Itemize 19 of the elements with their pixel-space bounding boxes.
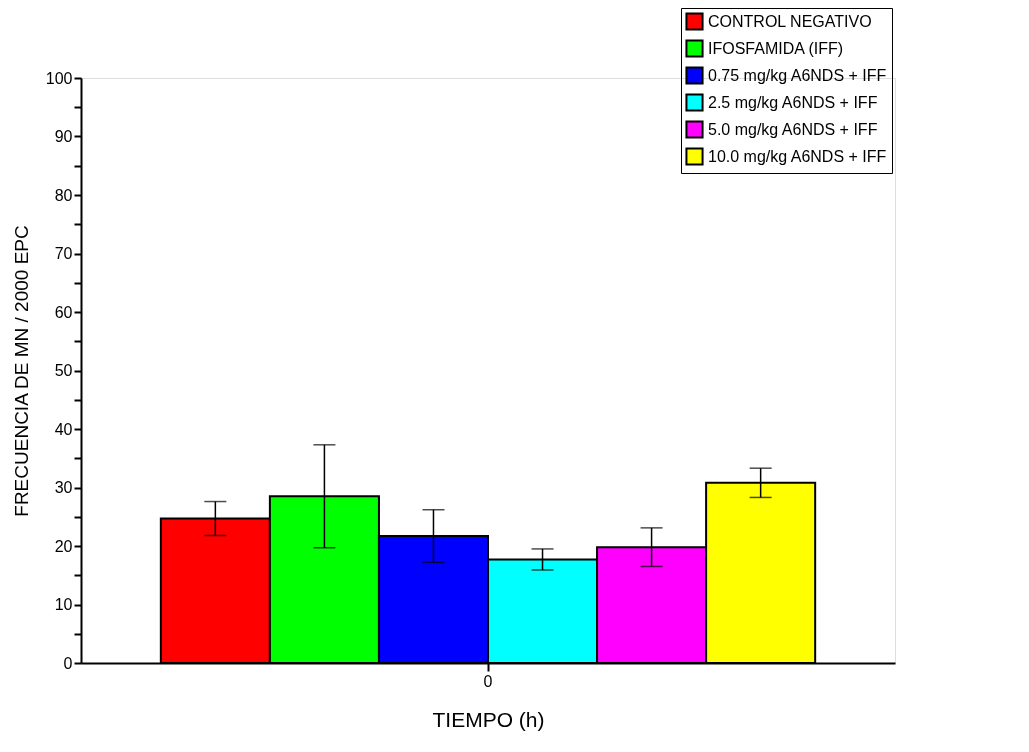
x-axis-title: TIEMPO (h) [432, 707, 545, 731]
y-tick-label: 40 [54, 420, 73, 438]
legend-label: 5.0 mg/kg A6NDS + IFF [708, 120, 878, 138]
y-tick-label: 80 [54, 186, 73, 204]
y-tick-label: 100 [45, 69, 73, 87]
y-tick-label: 50 [54, 362, 73, 379]
legend-label: 10.0 mg/kg A6NDS + IFF [708, 147, 887, 165]
legend-label: IFOSFAMIDA (IFF) [708, 39, 844, 57]
y-tick-label: 90 [54, 128, 73, 145]
y-tick-label: 30 [54, 479, 73, 496]
legend-label: 2.5 mg/kg A6NDS + IFF [708, 93, 878, 111]
legend-label: CONTROL NEGATIVO [708, 12, 872, 30]
y-axis-title: FRECUENCIA DE MN / 2000 EPC [10, 225, 32, 517]
y-tick-label: 70 [54, 245, 73, 262]
y-tick-label: 20 [54, 537, 73, 555]
y-tick-label: 10 [54, 596, 73, 613]
y-tick-label: 0 [63, 654, 73, 672]
legend-label: 0.75 mg/kg A6NDS + IFF [708, 66, 887, 84]
y-tick-label: 60 [54, 303, 73, 321]
